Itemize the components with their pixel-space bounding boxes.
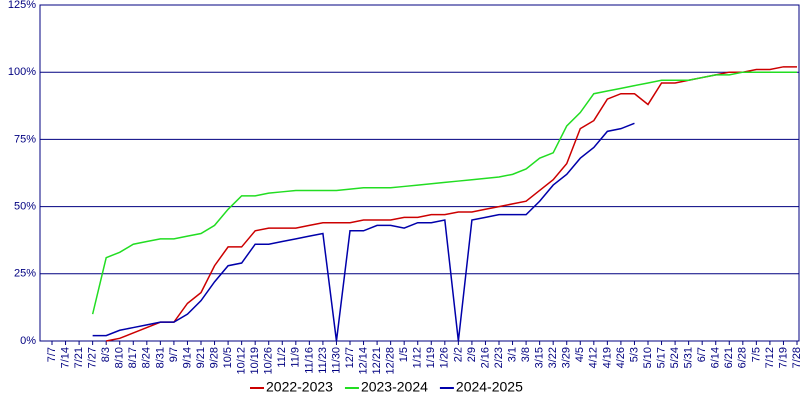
x-tick-label: 5/17 — [655, 347, 667, 368]
x-tick-label: 8/24 — [141, 347, 153, 368]
x-tick-label: 1/5 — [398, 347, 410, 362]
x-tick-label: 1/26 — [439, 347, 451, 368]
x-tick-label: 5/10 — [642, 347, 654, 368]
x-tick-label: 11/9 — [290, 347, 302, 368]
x-tick-label: 3/1 — [506, 347, 518, 362]
x-tick-label: 12/14 — [357, 347, 369, 375]
x-tick-label: 3/15 — [534, 347, 546, 368]
x-tick-label: 1/19 — [425, 347, 437, 368]
x-tick-label: 7/27 — [87, 347, 99, 368]
legend-label: 2024-2025 — [456, 379, 523, 395]
x-tick-label: 12/7 — [344, 347, 356, 368]
x-tick-label: 6/7 — [696, 347, 708, 362]
x-tick-label: 7/5 — [750, 347, 762, 362]
y-tick-label: 75% — [14, 133, 36, 145]
series-line — [91, 71, 797, 315]
x-tick-label: 7/7 — [46, 347, 58, 362]
x-tick-label: 10/19 — [249, 347, 261, 375]
x-tick-label: 2/16 — [479, 347, 491, 368]
x-tick-label: 7/12 — [764, 347, 776, 368]
x-tick-label: 3/8 — [520, 347, 532, 362]
x-tick-label: 5/31 — [683, 347, 695, 368]
x-tick-label: 9/21 — [195, 347, 207, 368]
x-tick-label: 4/19 — [601, 347, 613, 368]
x-tick-label: 11/23 — [317, 347, 329, 374]
x-tick-label: 12/21 — [371, 347, 383, 375]
x-tick-label: 7/19 — [777, 347, 789, 368]
legend-label: 2023-2024 — [361, 379, 428, 395]
x-tick-label: 8/17 — [127, 347, 139, 368]
x-tick-label: 11/16 — [303, 347, 315, 374]
y-tick-label: 100% — [8, 66, 36, 78]
x-tick-label: 3/22 — [547, 347, 559, 368]
x-tick-label: 8/10 — [114, 347, 126, 368]
x-tick-label: 8/31 — [154, 347, 166, 368]
x-tick-label: 7/21 — [73, 347, 85, 368]
x-tick-label: 6/21 — [723, 347, 735, 368]
x-tick-label: 11/2 — [276, 347, 288, 368]
x-tick-label: 1/12 — [412, 347, 424, 368]
x-tick-label: 3/29 — [561, 347, 573, 368]
y-tick-label: 50% — [14, 201, 36, 213]
x-tick-label: 2/23 — [493, 347, 505, 368]
x-tick-label: 10/12 — [236, 347, 248, 375]
x-tick-label: 6/14 — [710, 347, 722, 368]
x-tick-label: 12/28 — [385, 347, 397, 375]
x-tick-label: 5/3 — [628, 347, 640, 362]
x-tick-label: 6/28 — [737, 347, 749, 368]
x-tick-label: 5/24 — [669, 347, 681, 368]
y-tick-label: 25% — [14, 268, 36, 280]
x-tick-label: 9/28 — [208, 347, 220, 368]
x-tick-label: 10/5 — [222, 347, 234, 368]
x-tick-label: 2/9 — [466, 347, 478, 362]
x-tick-label: 11/30 — [330, 347, 342, 374]
plot-frame — [39, 4, 800, 342]
x-tick-label: 4/12 — [588, 347, 600, 368]
x-tick-label: 7/28 — [791, 347, 800, 368]
x-tick-label: 2/2 — [452, 347, 464, 362]
legend-label: 2022-2023 — [266, 379, 333, 395]
x-tick-label: 10/26 — [263, 347, 275, 375]
x-tick-label: 9/7 — [168, 347, 180, 362]
x-tick-label: 9/14 — [181, 347, 193, 368]
x-tick-label: 4/5 — [574, 347, 586, 362]
x-tick-label: 8/3 — [100, 347, 112, 362]
y-tick-label: 0% — [20, 335, 36, 347]
x-tick-label: 7/14 — [59, 347, 71, 368]
x-tick-label: 4/26 — [615, 347, 627, 368]
series-line — [92, 122, 635, 342]
y-tick-label: 125% — [8, 0, 36, 11]
series-line — [106, 66, 797, 342]
